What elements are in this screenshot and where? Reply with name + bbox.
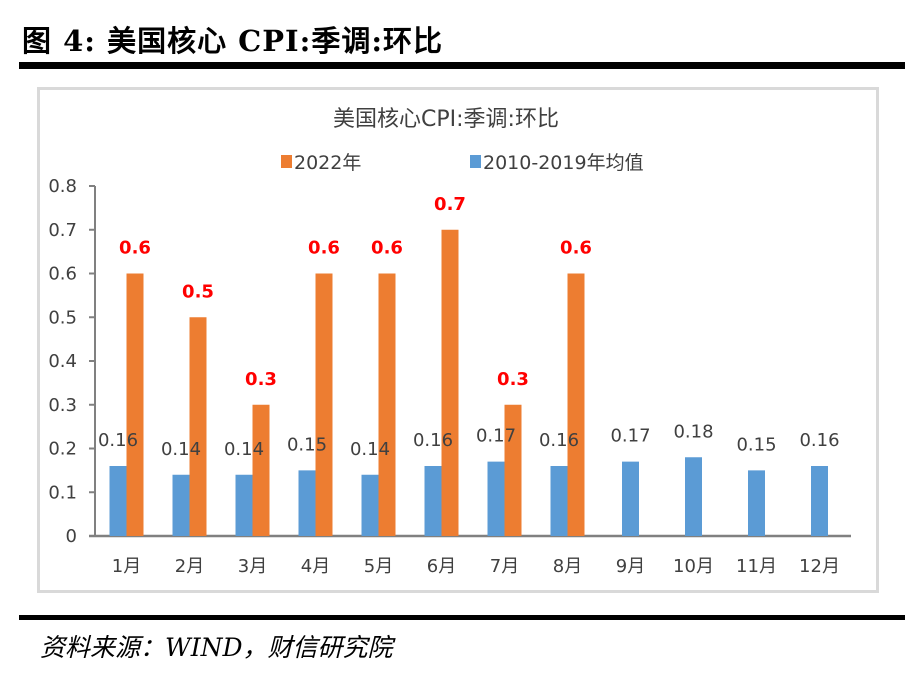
data-label-avg: 0.14 [161, 439, 201, 460]
bottom-rule [19, 615, 905, 620]
data-label-avg: 0.16 [413, 430, 453, 451]
bar-2022 [441, 229, 459, 536]
bars [109, 229, 828, 536]
x-tick-label: 7月 [490, 556, 519, 577]
bar-avg-2010-2019 [622, 461, 639, 536]
x-tick-label: 6月 [427, 556, 456, 577]
y-tick-label: 0.4 [48, 351, 77, 372]
y-tick-label: 0.3 [48, 395, 77, 416]
x-tick-label: 4月 [301, 556, 330, 577]
data-label-avg: 0.18 [673, 421, 713, 442]
data-label-2022: 0.7 [434, 194, 466, 215]
bar-2022 [378, 273, 396, 536]
data-label-avg: 0.14 [224, 439, 264, 460]
bar-2022 [567, 273, 585, 536]
bar-avg-2010-2019 [550, 466, 568, 536]
x-tick-label: 11月 [736, 556, 777, 577]
bar-avg-2010-2019 [109, 466, 127, 536]
y-tick-label: 0.5 [48, 307, 77, 328]
bar-avg-2010-2019 [685, 457, 702, 536]
bar-avg-2010-2019 [298, 470, 316, 536]
bar-2022 [504, 404, 522, 536]
bar-2022 [315, 273, 333, 536]
data-label-2022: 0.6 [371, 238, 403, 259]
y-tick-label: 0.2 [48, 439, 77, 460]
source-note: 资料来源：WIND，财信研究院 [40, 633, 393, 662]
chart-title: 美国核心CPI:季调:环比 [333, 107, 559, 132]
bar-2022 [252, 404, 270, 536]
data-labels: 0.16 0.6 0.14 0.5 0.14 0.3 0.15 0.6 0.14 0.6 0.16 0… [98, 194, 840, 460]
legend-swatch [281, 155, 292, 168]
bar-avg-2010-2019 [424, 466, 442, 536]
data-label-avg: 0.17 [476, 426, 516, 447]
bar-2022 [126, 273, 144, 536]
data-label-avg: 0.15 [736, 434, 776, 455]
y-tick-label: 0.1 [48, 482, 77, 503]
x-tick-label: 12月 [799, 556, 840, 577]
data-label-2022: 0.6 [560, 238, 592, 259]
data-label-avg: 0.17 [610, 426, 650, 447]
bar-avg-2010-2019 [811, 466, 828, 536]
bar-avg-2010-2019 [487, 461, 505, 536]
bar-avg-2010-2019 [172, 474, 190, 536]
y-tick-label: 0.8 [48, 176, 77, 197]
data-label-avg: 0.14 [350, 439, 390, 460]
data-label-avg: 0.15 [287, 434, 327, 455]
figure-title: 图 4: 美国核心 CPI:季调:环比 [22, 24, 444, 58]
x-tick-label: 9月 [616, 556, 645, 577]
legend: 2022年 2010-2019年均值 [281, 152, 644, 174]
x-tick-label: 8月 [553, 556, 582, 577]
data-label-2022: 0.6 [308, 238, 340, 259]
x-tick-label: 5月 [364, 556, 393, 577]
bar-avg-2010-2019 [235, 474, 253, 536]
legend-label: 2022年 [294, 152, 361, 174]
y-tick-label: 0.6 [48, 264, 77, 285]
bar-avg-2010-2019 [361, 474, 379, 536]
data-label-2022: 0.3 [245, 369, 277, 390]
data-label-2022: 0.5 [182, 281, 214, 302]
data-label-avg: 0.16 [799, 430, 839, 451]
x-tick-label: 3月 [238, 556, 267, 577]
data-label-2022: 0.3 [497, 369, 529, 390]
x-tick-label: 1月 [112, 556, 141, 577]
axes: 0 0.1 0.2 0.3 0.4 0.5 0.6 0.7 0.8 1月 2月 3月 4月 5月 6月 7月 8… [48, 176, 851, 577]
top-rule [19, 62, 905, 69]
bar-2022 [189, 317, 207, 536]
data-label-avg: 0.16 [539, 430, 579, 451]
y-tick-label: 0 [66, 526, 77, 547]
x-tick-label: 10月 [673, 556, 714, 577]
bar-avg-2010-2019 [748, 470, 765, 536]
data-label-2022: 0.6 [119, 238, 151, 259]
x-tick-label: 2月 [175, 556, 204, 577]
data-label-avg: 0.16 [98, 430, 138, 451]
y-tick-label: 0.7 [48, 220, 77, 241]
legend-swatch [470, 155, 481, 168]
legend-label: 2010-2019年均值 [483, 152, 644, 174]
